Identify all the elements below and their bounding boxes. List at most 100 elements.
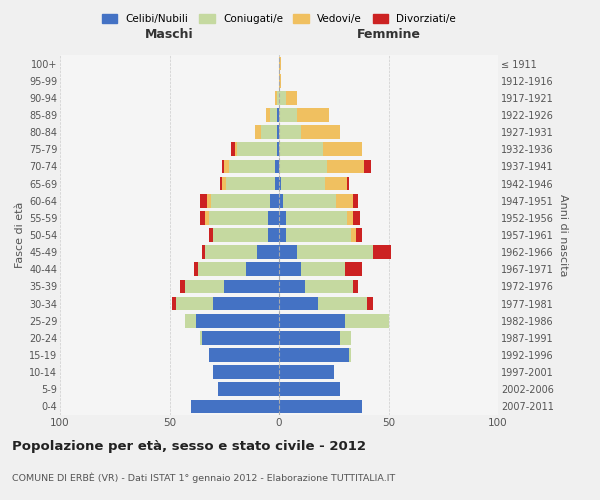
Bar (283, 194, 336, 207)
Bar (347, 211, 353, 224)
Bar (214, 366, 279, 379)
Bar (279, 91, 286, 104)
Bar (235, 142, 238, 156)
Bar (277, 108, 279, 122)
Bar (325, 176, 347, 190)
Bar (262, 126, 277, 139)
Bar (301, 126, 340, 139)
Bar (277, 142, 279, 156)
Bar (218, 382, 279, 396)
Bar (279, 246, 296, 259)
Bar (279, 56, 281, 70)
Bar (279, 400, 362, 413)
Bar (279, 160, 327, 173)
Bar (279, 382, 340, 396)
Bar (176, 296, 214, 310)
Bar (209, 211, 268, 224)
Bar (222, 176, 226, 190)
Bar (268, 211, 279, 224)
Bar (279, 296, 319, 310)
Bar (327, 160, 364, 173)
Bar (349, 348, 351, 362)
Bar (209, 228, 214, 242)
Bar (196, 314, 279, 328)
Bar (214, 296, 279, 310)
Bar (207, 194, 211, 207)
Bar (275, 176, 279, 190)
Bar (220, 176, 222, 190)
Bar (279, 331, 340, 344)
Bar (347, 176, 349, 190)
Bar (279, 74, 281, 88)
Bar (305, 280, 353, 293)
Bar (205, 246, 257, 259)
Bar (353, 211, 360, 224)
Bar (209, 348, 279, 362)
Y-axis label: Fasce di età: Fasce di età (14, 202, 25, 268)
Bar (275, 160, 279, 173)
Y-axis label: Anni di nascita: Anni di nascita (557, 194, 568, 276)
Bar (200, 194, 207, 207)
Bar (279, 176, 281, 190)
Bar (191, 400, 279, 413)
Bar (222, 160, 224, 173)
Bar (229, 160, 275, 173)
Bar (367, 296, 373, 310)
Bar (323, 142, 362, 156)
Bar (238, 142, 277, 156)
Bar (198, 262, 246, 276)
Bar (286, 228, 351, 242)
Bar (200, 331, 202, 344)
Bar (279, 228, 286, 242)
Bar (319, 296, 367, 310)
Bar (185, 314, 196, 328)
Bar (279, 108, 296, 122)
Bar (336, 194, 353, 207)
Bar (268, 228, 279, 242)
Bar (279, 126, 301, 139)
Bar (257, 246, 279, 259)
Bar (356, 228, 362, 242)
Bar (286, 91, 296, 104)
Bar (224, 160, 229, 173)
Bar (301, 262, 344, 276)
Bar (181, 280, 185, 293)
Bar (279, 142, 323, 156)
Bar (194, 262, 198, 276)
Bar (279, 366, 334, 379)
Bar (351, 228, 356, 242)
Bar (275, 91, 277, 104)
Bar (353, 194, 358, 207)
Bar (279, 194, 283, 207)
Bar (364, 160, 371, 173)
Bar (172, 296, 176, 310)
Bar (345, 262, 362, 276)
Text: Femmine: Femmine (356, 28, 421, 42)
Bar (226, 176, 275, 190)
Bar (277, 126, 279, 139)
Bar (224, 280, 279, 293)
Bar (231, 142, 235, 156)
Bar (279, 314, 345, 328)
Bar (340, 331, 351, 344)
Bar (205, 211, 209, 224)
Bar (277, 91, 279, 104)
Bar (286, 211, 347, 224)
Text: COMUNE DI ERBÈ (VR) - Dati ISTAT 1° gennaio 2012 - Elaborazione TUTTITALIA.IT: COMUNE DI ERBÈ (VR) - Dati ISTAT 1° genn… (12, 472, 395, 483)
Bar (255, 126, 262, 139)
Bar (200, 211, 205, 224)
Bar (279, 262, 301, 276)
Bar (279, 280, 305, 293)
Bar (211, 194, 270, 207)
Bar (296, 246, 373, 259)
Bar (214, 228, 268, 242)
Bar (185, 280, 224, 293)
Bar (270, 108, 277, 122)
Bar (345, 314, 389, 328)
Bar (281, 176, 325, 190)
Bar (279, 348, 349, 362)
Bar (202, 331, 279, 344)
Bar (266, 108, 270, 122)
Bar (373, 246, 391, 259)
Text: Maschi: Maschi (145, 28, 194, 42)
